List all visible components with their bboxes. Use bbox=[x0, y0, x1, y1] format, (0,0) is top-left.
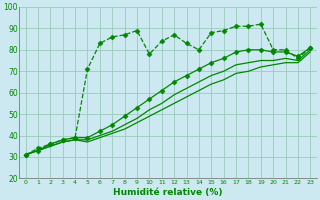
X-axis label: Humidité relative (%): Humidité relative (%) bbox=[113, 188, 223, 197]
